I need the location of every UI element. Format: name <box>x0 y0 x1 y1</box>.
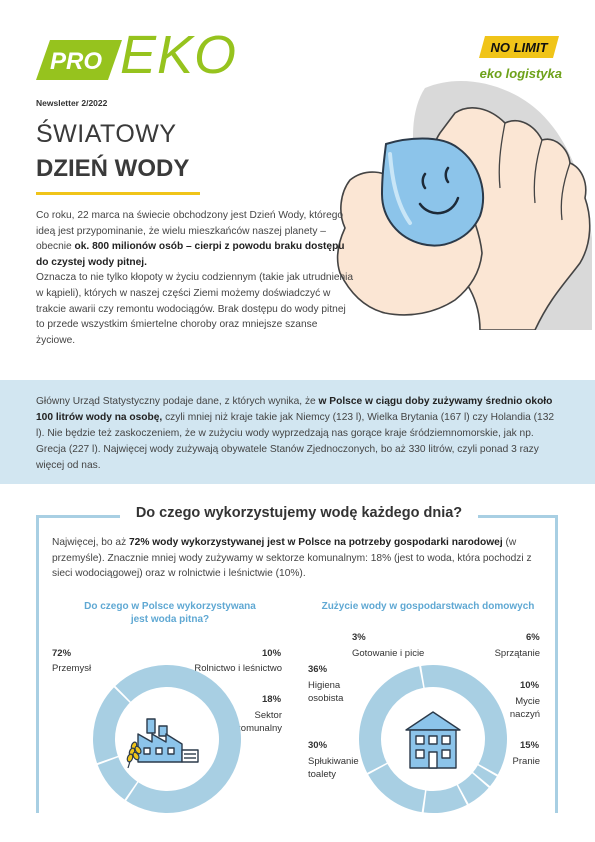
section-title-background <box>120 502 478 528</box>
chart2-label-line: osobista <box>308 693 344 704</box>
donut-slice <box>115 665 242 813</box>
chart2-slice-label: Spłukiwanie toalety <box>308 755 359 781</box>
donut-slice <box>93 687 130 764</box>
house-icon <box>405 711 461 769</box>
intro-text: Co roku, 22 marca na świecie obchodzony … <box>36 208 354 348</box>
chart2-slice-label: Higiena osobista <box>308 679 343 705</box>
chart2-slice-label: Sprzątanie <box>494 648 540 659</box>
nolimit-logo-text: NO LIMIT <box>490 40 548 55</box>
chart2-slice-label: Gotowanie i picie <box>352 648 425 659</box>
chart1-slice-label: Przemysł <box>52 663 92 674</box>
nolimit-logo: NO LIMIT <box>479 36 559 58</box>
chart2-label-line: Higiena <box>308 680 341 691</box>
usage-text-start: Najwięcej, bo aż <box>52 537 130 548</box>
factory-icon <box>137 718 199 763</box>
chart2-label-line: naczyń <box>509 709 540 720</box>
page-title-line2: DZIEŃ WODY <box>36 155 190 182</box>
donut-slice <box>458 773 489 804</box>
statistics-text: Główny Urząd Statystyczny podaje dane, z… <box>36 394 562 474</box>
newsletter-issue: Newsletter 2/2022 <box>36 98 108 108</box>
chart1-slice-value: 18% <box>262 694 282 705</box>
chart1-label-line: Sektor <box>254 710 282 721</box>
chart1-title-line2: jest woda pitna? <box>130 614 210 625</box>
chart1-slice-label: Sektor komunalny <box>222 709 282 735</box>
chart2-slice-value: 6% <box>526 632 540 643</box>
donut-slice <box>368 764 426 813</box>
chart1-slice-value: 10% <box>262 648 282 659</box>
chart1-title-line1: Do czego w Polsce wykorzystywana <box>84 601 256 612</box>
hands-water-drop-illustration <box>336 80 592 330</box>
usage-text: Najwięcej, bo aż 72% wody wykorzystywane… <box>52 535 552 582</box>
wheat-icon <box>126 741 142 769</box>
donut-slice <box>473 765 497 787</box>
eko-logo-text: EKO <box>120 25 238 85</box>
chart2-label-line: toalety <box>308 769 336 780</box>
band-text-highlight: w Polsce w ciągu doby zużywamy średnio o… <box>36 396 553 423</box>
chart1-slice-label: Rolnictwo i leśnictwo <box>194 663 282 674</box>
chart2-slice-value: 10% <box>520 680 540 691</box>
title-underline <box>36 192 200 195</box>
donut-slice <box>423 785 467 813</box>
chart2-slice-label: Pranie <box>512 756 540 767</box>
intro-p1-highlight: ok. 800 milionów osób – cierpi z powodu … <box>36 241 345 268</box>
intro-p2: Oznacza to nie tylko kłopoty w życiu cod… <box>36 272 354 346</box>
chart1-label-line: komunalny <box>236 723 282 734</box>
donut-slice <box>97 757 138 800</box>
page-title-line1: ŚWIATOWY <box>36 120 177 148</box>
chart2-slice-label: Mycie naczyń <box>482 695 540 721</box>
band-text-start: Główny Urząd Statystyczny podaje dane, z… <box>36 396 319 407</box>
intro-p1-start: Co roku, 22 marca na świecie obchodzony … <box>36 210 344 253</box>
chart2-slice-value: 30% <box>308 740 328 751</box>
usage-section-heading: Do czego wykorzystujemy wodę każdego dni… <box>135 505 463 521</box>
usage-text-highlight: 72% wody wykorzystywanej jest w Polsce n… <box>129 537 503 548</box>
donut-slice <box>359 666 424 773</box>
chart2-slice-value: 36% <box>308 664 328 675</box>
chart2-label-line: Mycie <box>515 696 540 707</box>
statistics-band <box>0 380 595 484</box>
pro-logo: PRO <box>36 40 122 80</box>
chart2-label-line: Spłukiwanie <box>308 756 359 767</box>
chart2-slice-value: 3% <box>352 632 366 643</box>
chart1-slice-value: 72% <box>52 648 72 659</box>
usage-text-end: (w przemyśle). Znacznie mniej wody zużyw… <box>52 537 532 579</box>
chart2-slice-value: 15% <box>520 740 540 751</box>
chart2-title: Zużycie wody w gospodarstwach domowych <box>321 601 535 612</box>
band-text-end: czyli mniej niż kraje takie jak Niemcy (… <box>36 412 555 471</box>
chart2-donut <box>359 665 507 813</box>
chart1-donut <box>93 665 242 813</box>
pro-logo-text: PRO <box>50 48 102 75</box>
donut-slice <box>421 665 507 775</box>
partner-tagline: eko logistyka <box>479 66 562 81</box>
chart1-title: Do czego w Polsce wykorzystywana jest wo… <box>70 600 270 626</box>
